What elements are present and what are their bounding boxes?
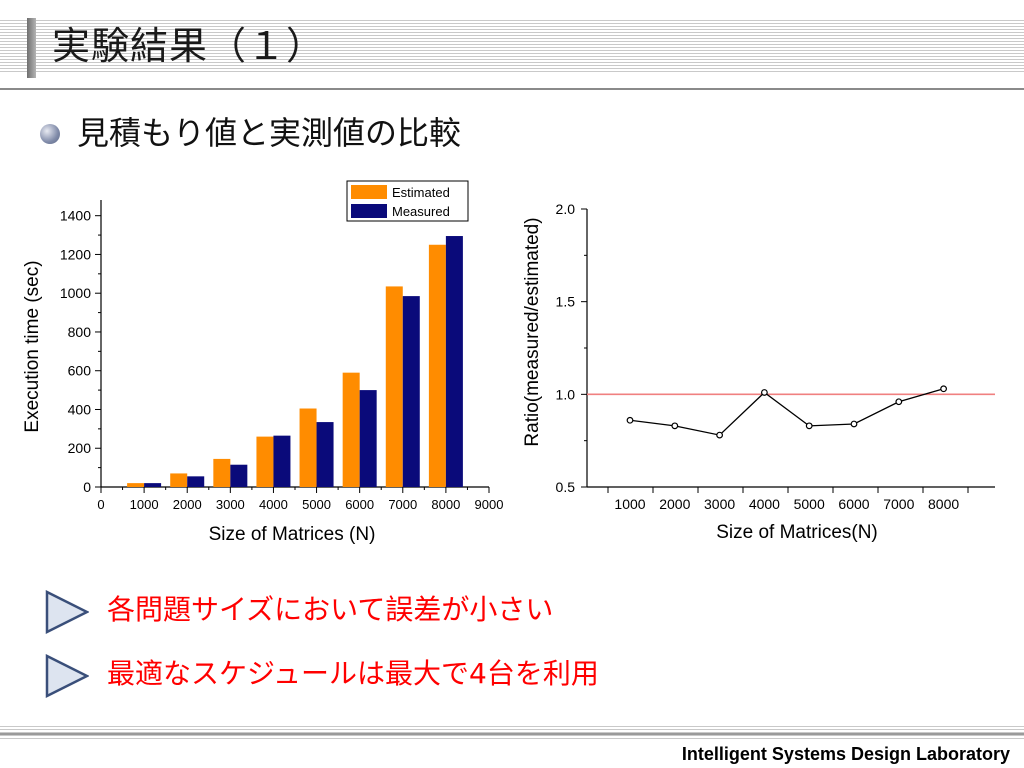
x-tick-label: 9000 [475, 497, 504, 512]
x-tick-label: 2000 [659, 496, 690, 512]
data-point [716, 431, 724, 439]
bar-estimated [127, 483, 145, 487]
slide-title: 実験結果（１） [52, 24, 326, 68]
x-tick-label: 3000 [216, 497, 245, 512]
y-tick-label: 200 [68, 440, 92, 456]
bar-estimated [256, 436, 274, 487]
note-item: 最適なスケジュールは最大で4台を利用 [107, 657, 599, 690]
x-tick-label: 8000 [928, 496, 959, 512]
bar-measured [359, 390, 377, 487]
legend-label: Estimated [392, 185, 450, 200]
header-stripes [0, 20, 1024, 72]
y-axis-title: Ratio(measured/estimated) [522, 217, 543, 446]
bar-measured [402, 296, 420, 487]
x-tick-label: 0 [97, 497, 104, 512]
data-point [895, 398, 903, 406]
bar-estimated [428, 244, 446, 487]
x-tick-label: 3000 [704, 496, 735, 512]
data-point [760, 389, 768, 396]
y-tick-label: 600 [68, 363, 92, 379]
x-tick-label: 6000 [838, 496, 869, 512]
x-tick-label: 7000 [883, 496, 914, 512]
legend-swatch [351, 204, 387, 218]
bar-measured [187, 476, 205, 487]
y-tick-label: 0.5 [556, 479, 576, 495]
note-item: 各問題サイズにおいて誤差が小さい [107, 593, 554, 626]
x-tick-label: 4000 [749, 496, 780, 512]
data-point [940, 385, 948, 393]
legend-swatch [351, 185, 387, 199]
bar-measured [445, 236, 463, 487]
triangle-arrow-icon [45, 654, 89, 698]
x-axis-title: Size of Matrices (N) [209, 524, 376, 545]
bar-measured [230, 464, 248, 487]
x-tick-label: 5000 [794, 496, 825, 512]
bar-estimated [299, 408, 317, 487]
bar-estimated [170, 473, 188, 487]
x-tick-label: 6000 [345, 497, 374, 512]
bullet-text: 見積もり値と実測値の比較 [77, 114, 462, 152]
x-tick-label: 1000 [614, 496, 645, 512]
bar-estimated [213, 458, 231, 487]
bullet-dot-icon [40, 124, 60, 144]
header-divider [0, 88, 1024, 90]
legend-label: Measured [392, 204, 450, 219]
line-chart: 0.5 1.0 1.5 2.0 1000 2000 3000 4000 5000 6000 7000… [522, 201, 995, 543]
bar-estimated [385, 286, 403, 487]
y-tick-label: 800 [68, 324, 92, 340]
x-tick-label: 5000 [302, 497, 331, 512]
title-accent-bar [27, 18, 36, 78]
data-point [626, 416, 634, 424]
triangle-arrow-icon [45, 590, 89, 634]
y-tick-label: 1400 [60, 208, 91, 224]
x-tick-label: 4000 [259, 497, 288, 512]
footer-divider [0, 733, 1024, 735]
bar-chart: 0 200 400 600 800 1000 1200 1400 0 1000 2000 3000 40… [22, 180, 504, 545]
x-tick-label: 1000 [130, 497, 159, 512]
x-tick-label: 8000 [431, 497, 460, 512]
y-tick-label: 400 [68, 401, 92, 417]
x-axis-title: Size of Matrices(N) [716, 522, 878, 543]
y-tick-label: 0 [83, 479, 91, 495]
data-point [805, 422, 813, 430]
y-axis-title: Execution time (sec) [22, 260, 43, 432]
data-point [671, 422, 679, 430]
bar-estimated [342, 372, 360, 487]
bar-measured [273, 435, 291, 487]
y-tick-label: 1.0 [556, 386, 576, 402]
x-tick-label: 7000 [388, 497, 417, 512]
y-tick-label: 1000 [60, 285, 91, 301]
footer-lab-name: Intelligent Systems Design Laboratory [681, 744, 1010, 764]
y-tick-label: 1.5 [556, 294, 576, 310]
x-tick-label: 2000 [173, 497, 202, 512]
bar-measured [144, 483, 162, 487]
bar-measured [316, 422, 334, 487]
y-tick-label: 2.0 [556, 201, 576, 217]
series-line [629, 388, 944, 436]
y-tick-label: 1200 [60, 246, 91, 262]
data-point [850, 420, 858, 428]
